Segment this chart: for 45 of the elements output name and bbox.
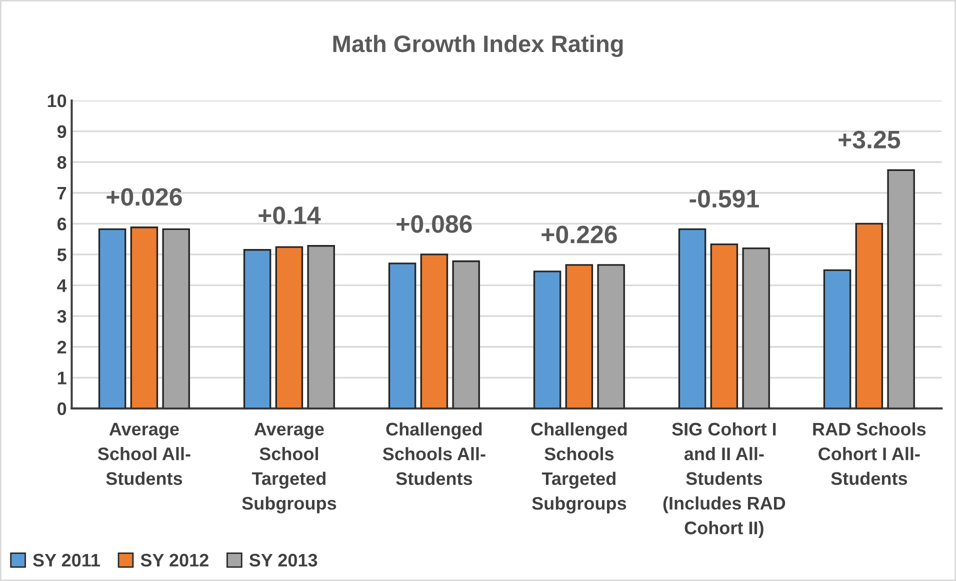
y-tick-label: 3 xyxy=(57,310,66,323)
x-tick-label: Average School Targeted Subgroups xyxy=(242,422,336,514)
bar xyxy=(275,246,304,408)
bar xyxy=(388,262,416,408)
bar xyxy=(887,169,915,408)
legend-label: SY 2011 xyxy=(33,554,100,567)
x-tick-label: Challenged Schools Targeted Subgroups xyxy=(531,422,627,514)
y-tick-label: 7 xyxy=(58,187,66,200)
bar xyxy=(597,264,625,408)
bar xyxy=(742,247,770,408)
bar xyxy=(533,270,562,408)
annotation: +0.086 xyxy=(396,215,472,233)
annotation: +3.25 xyxy=(838,130,900,149)
legend-label: SY 2013 xyxy=(249,554,318,567)
bar xyxy=(678,228,706,408)
y-tick-label: 2 xyxy=(57,340,66,354)
bar xyxy=(243,249,272,408)
annotation: +0.026 xyxy=(106,188,182,206)
bar xyxy=(710,243,738,408)
annotation: +0.14 xyxy=(258,206,321,224)
y-tick-label: 1 xyxy=(58,372,66,384)
y-tick-label: 8 xyxy=(57,156,66,169)
annotation: -0.591 xyxy=(690,190,759,208)
bar xyxy=(130,226,158,408)
bar xyxy=(162,228,190,408)
y-tick-label: 5 xyxy=(57,248,66,262)
chart-title: Math Growth Index Rating xyxy=(333,34,623,57)
legend-label: SY 2012 xyxy=(140,554,208,567)
bar xyxy=(307,245,335,408)
x-tick-label: Average School All- Students xyxy=(98,422,190,485)
y-tick-label: 6 xyxy=(57,218,66,230)
annotation: +0.226 xyxy=(542,226,617,244)
bar xyxy=(855,222,884,408)
bar xyxy=(565,264,594,408)
bar xyxy=(452,260,480,408)
x-tick-label: Challenged Schools All- Students xyxy=(382,422,486,486)
bar xyxy=(420,254,448,408)
y-tick-label: 9 xyxy=(57,125,66,138)
y-tick-label: 4 xyxy=(57,279,67,292)
y-tick-label: 10 xyxy=(48,94,66,108)
bar xyxy=(823,269,852,408)
bar xyxy=(98,228,126,408)
x-tick-label: SIG Cohort I and II All- Students (Includes RAD Cohort II) xyxy=(663,422,786,538)
y-tick-label: 0 xyxy=(58,402,66,416)
x-tick-label: RAD Schools Cohort I All- Students xyxy=(813,422,926,485)
